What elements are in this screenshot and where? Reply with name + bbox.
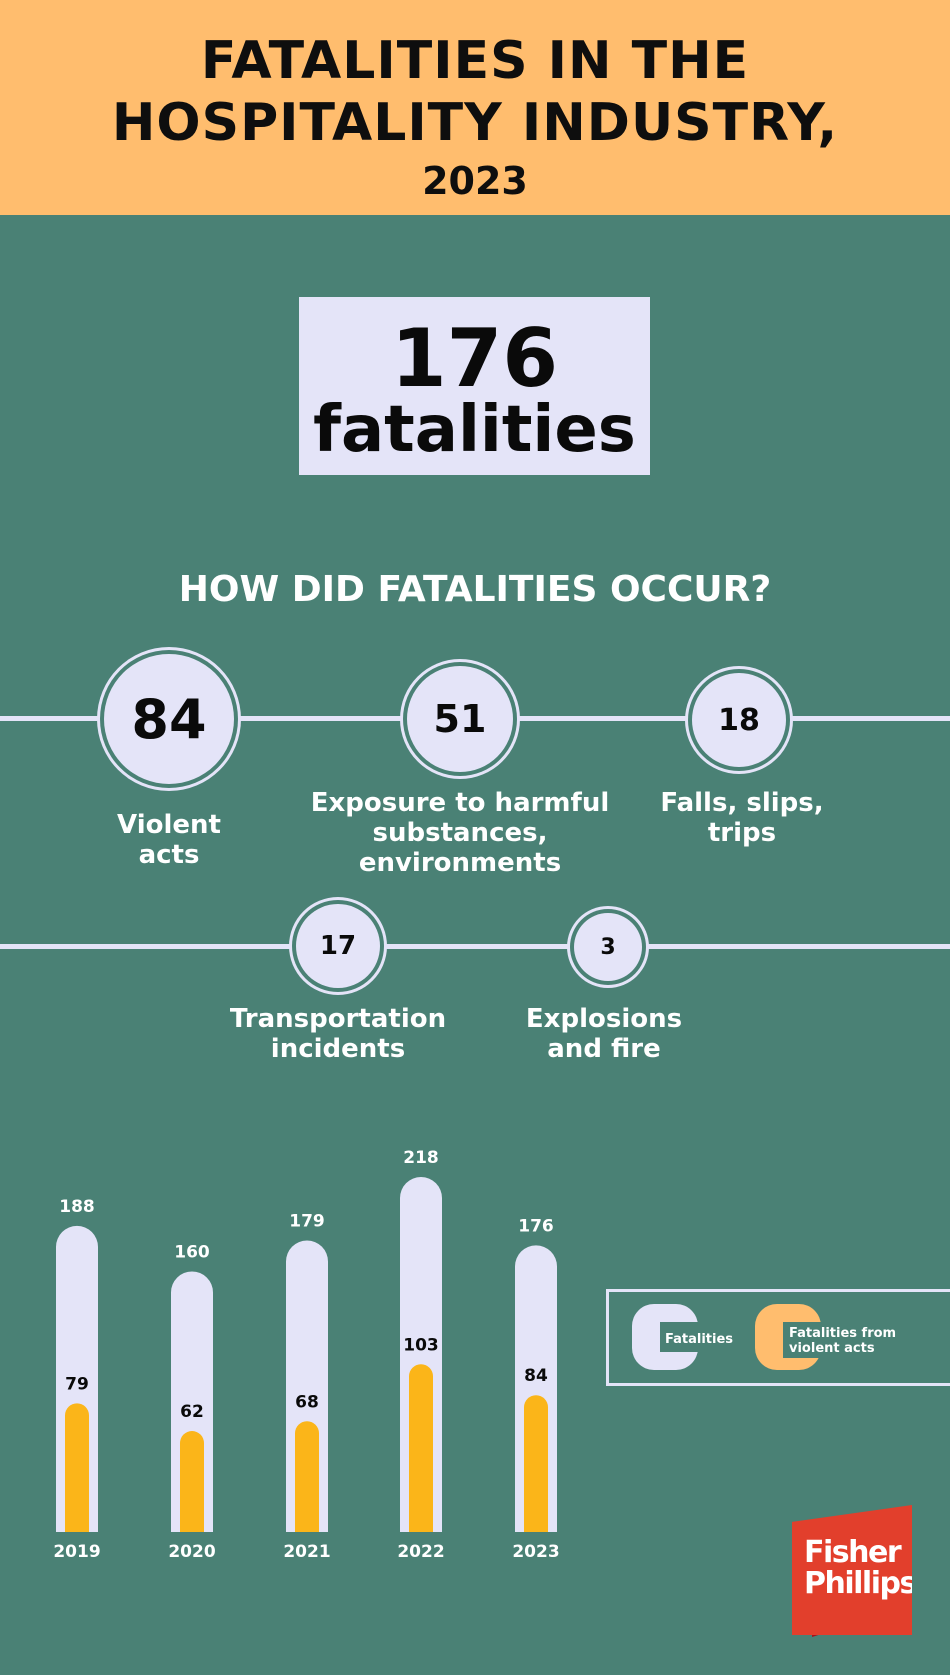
fisher-phillips-logo: Fisher Phillips [792,1505,912,1635]
bar-violent-acts-2022 [409,1364,433,1532]
cause-transportation-circle: 17 [296,904,380,988]
logo-line: Phillips [804,1566,916,1601]
cause-transportation-label: Transportation incidents [178,1004,498,1064]
title-line-1: FATALITIES IN THE [200,31,750,91]
data-label-violent-acts-2022: 103 [403,1335,439,1355]
bar-violent-acts-2021 [295,1421,319,1532]
cause-label-line: Falls, slips, [660,788,824,818]
cause-label-line: and fire [547,1034,661,1064]
cause-label-line: substances, [372,818,548,848]
cause-exposure-circle: 51 [407,666,513,772]
logo-line: Fisher [804,1535,902,1570]
x-tick-label-2023: 2023 [512,1542,559,1562]
x-tick-label-2019: 2019 [53,1542,100,1562]
total-fatalities-box: 176 fatalities [299,297,650,475]
cause-transportation-value: 17 [319,931,357,961]
cause-explosions-label: Explosions and fire [444,1004,764,1064]
data-label-fatalities-2021: 179 [289,1212,325,1232]
cause-falls-value: 18 [718,702,760,738]
cause-label-line: trips [707,818,777,848]
legend-fatalities-label: Fatalities [665,1332,734,1347]
data-label-violent-acts-2023: 84 [524,1366,548,1386]
cause-label-line: incidents [270,1034,406,1064]
bar-violent-acts-2020 [180,1431,204,1532]
cause-label-line: Exposure to harmful [310,788,610,818]
cause-label-line: Violent [117,810,221,840]
cause-explosions-value: 3 [600,934,616,960]
title-banner: FATALITIES IN THE HOSPITALITY INDUSTRY, … [0,0,950,215]
cause-label-line: Transportation [229,1004,447,1034]
causes-heading: HOW DID FATALITIES OCCUR? [178,569,772,610]
cause-label-line: Explosions [525,1004,683,1034]
cause-violent-acts-label: Violent acts [9,810,329,870]
legend-label-line: Fatalities from [789,1326,897,1341]
total-word: fatalities [313,393,636,467]
cause-violent-acts-circle: 84 [104,654,234,784]
legend-swatch-notch [660,1322,698,1352]
data-label-violent-acts-2019: 79 [65,1374,89,1394]
cause-explosions-circle: 3 [574,913,642,981]
causes-divider-line-2 [0,944,950,949]
x-tick-label-2020: 2020 [168,1542,215,1562]
data-label-violent-acts-2021: 68 [295,1392,319,1412]
data-label-fatalities-2019: 188 [59,1197,95,1217]
data-label-violent-acts-2020: 62 [180,1402,204,1422]
cause-exposure-value: 51 [433,697,487,741]
data-label-fatalities-2023: 176 [518,1216,554,1236]
total-number: 176 [391,312,558,405]
title-year: 2023 [422,159,528,203]
legend-label-line: violent acts [789,1341,875,1356]
data-label-fatalities-2020: 160 [174,1242,210,1262]
x-tick-label-2021: 2021 [283,1542,330,1562]
legend-violent-acts-label: Fatalities from violent acts [789,1326,896,1356]
chart-legend: Fatalities Fatalities from violent acts [606,1289,950,1386]
cause-label-line: acts [138,840,200,870]
cause-violent-acts-value: 84 [131,687,207,751]
cause-label-line: environments [358,848,562,878]
data-label-fatalities-2022: 218 [403,1148,439,1168]
bar-violent-acts-2019 [65,1403,89,1532]
cause-falls-circle: 18 [692,673,786,767]
x-tick-label-2022: 2022 [397,1542,444,1562]
legend-swatch-notch [783,1322,823,1358]
bar-violent-acts-2023 [524,1395,548,1532]
cause-exposure-label: Exposure to harmful substances, environm… [300,788,620,878]
title-line-2: HOSPITALITY INDUSTRY, [111,93,839,153]
cause-falls-label: Falls, slips, trips [582,788,902,848]
